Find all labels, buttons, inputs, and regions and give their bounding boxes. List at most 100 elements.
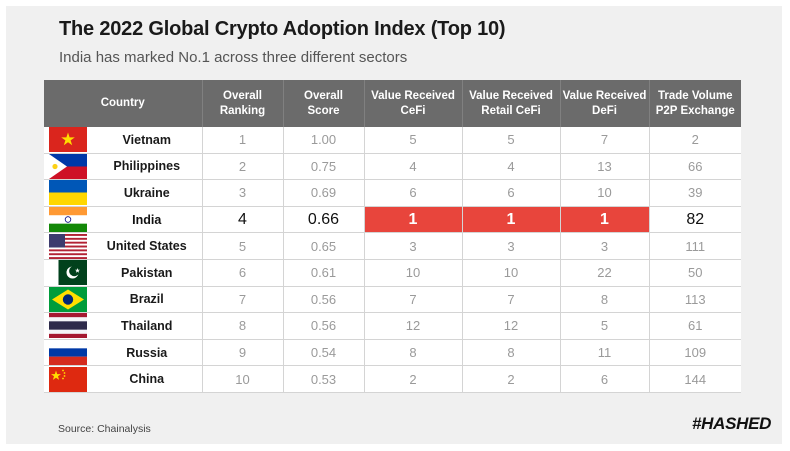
brazil-flag-icon	[49, 286, 87, 312]
flag-cell	[44, 259, 92, 287]
overall-score: 0.54	[283, 339, 365, 367]
page-subtitle: India has marked No.1 across three diffe…	[59, 49, 408, 66]
flag-cell	[44, 232, 92, 260]
flag-cell	[44, 179, 92, 207]
value-defi: 22	[560, 259, 650, 287]
country-name: United States	[92, 232, 203, 260]
trade-volume-p2p: 82	[649, 206, 741, 234]
value-retail-cefi: 1	[462, 206, 561, 234]
flag-cell	[44, 365, 92, 393]
table-row: China 10 0.53 2 2 6 144	[44, 365, 741, 393]
value-retail-cefi: 4	[462, 153, 561, 181]
country-name: Thailand	[92, 312, 203, 340]
flag-cell	[44, 312, 92, 340]
value-cefi: 8	[364, 339, 463, 367]
value-defi: 6	[560, 365, 650, 393]
overall-ranking: 4	[202, 206, 284, 234]
header-trade-volume-p2p: Trade Volume P2P Exchange	[649, 80, 741, 127]
table-row: United States 5 0.65 3 3 3 111	[44, 232, 741, 260]
value-defi: 11	[560, 339, 650, 367]
value-defi: 13	[560, 153, 650, 181]
india-flag-icon	[49, 207, 87, 233]
table-row: Thailand 8 0.56 12 12 5 61	[44, 312, 741, 340]
overall-score: 0.53	[283, 365, 365, 393]
value-cefi: 10	[364, 259, 463, 287]
value-retail-cefi: 5	[462, 127, 561, 154]
pakistan-flag-icon	[49, 260, 87, 286]
header-country: Country	[44, 80, 203, 127]
value-defi: 7	[560, 127, 650, 154]
value-retail-cefi: 6	[462, 179, 561, 207]
trade-volume-p2p: 111	[649, 232, 741, 260]
source-note: Source: Chainalysis	[58, 423, 151, 435]
table-row: Vietnam 1 1.00 5 5 7 2	[44, 127, 741, 154]
overall-ranking: 8	[202, 312, 284, 340]
table-row: Russia 9 0.54 8 8 11 109	[44, 339, 741, 367]
value-retail-cefi: 10	[462, 259, 561, 287]
country-name: Ukraine	[92, 179, 203, 207]
value-cefi: 1	[364, 206, 463, 234]
value-retail-cefi: 7	[462, 286, 561, 314]
header-value-retail-cefi: Value Received Retail CeFi	[462, 80, 561, 127]
overall-score: 1.00	[283, 127, 365, 154]
page-title: The 2022 Global Crypto Adoption Index (T…	[59, 18, 506, 40]
value-defi: 3	[560, 232, 650, 260]
value-retail-cefi: 2	[462, 365, 561, 393]
flag-cell	[44, 206, 92, 234]
overall-ranking: 5	[202, 232, 284, 260]
trade-volume-p2p: 39	[649, 179, 741, 207]
header-value-defi: Value Received DeFi	[560, 80, 650, 127]
overall-score: 0.66	[283, 206, 365, 234]
overall-score: 0.69	[283, 179, 365, 207]
overall-ranking: 7	[202, 286, 284, 314]
header-overall-score: Overall Score	[283, 80, 365, 127]
value-cefi: 12	[364, 312, 463, 340]
table-header-row: Country Overall Ranking Overall Score Valu…	[44, 80, 741, 127]
overall-ranking: 6	[202, 259, 284, 287]
flag-cell	[44, 153, 92, 181]
flag-cell	[44, 286, 92, 314]
value-defi: 8	[560, 286, 650, 314]
trade-volume-p2p: 61	[649, 312, 741, 340]
overall-score: 0.65	[283, 232, 365, 260]
overall-score: 0.75	[283, 153, 365, 181]
russia-flag-icon	[49, 340, 87, 366]
value-cefi: 2	[364, 365, 463, 393]
country-name: Russia	[92, 339, 203, 367]
value-defi: 5	[560, 312, 650, 340]
value-defi: 1	[560, 206, 650, 234]
thailand-flag-icon	[49, 313, 87, 339]
ukraine-flag-icon	[49, 180, 87, 206]
trade-volume-p2p: 113	[649, 286, 741, 314]
adoption-index-table: Country Overall Ranking Overall Score Valu…	[44, 80, 741, 393]
header-overall-ranking: Overall Ranking	[202, 80, 284, 127]
hashed-logo: #HASHED	[692, 414, 772, 433]
trade-volume-p2p: 144	[649, 365, 741, 393]
overall-ranking: 9	[202, 339, 284, 367]
value-cefi: 7	[364, 286, 463, 314]
vietnam-flag-icon	[49, 127, 87, 153]
country-name: Brazil	[92, 286, 203, 314]
value-cefi: 4	[364, 153, 463, 181]
value-cefi: 5	[364, 127, 463, 154]
trade-volume-p2p: 66	[649, 153, 741, 181]
overall-ranking: 2	[202, 153, 284, 181]
table-row: Philippines 2 0.75 4 4 13 66	[44, 153, 741, 181]
table-row: Brazil 7 0.56 7 7 8 113	[44, 286, 741, 314]
value-cefi: 3	[364, 232, 463, 260]
country-name: Pakistan	[92, 259, 203, 287]
overall-ranking: 1	[202, 127, 284, 154]
united-states-flag-icon	[49, 233, 87, 259]
value-retail-cefi: 12	[462, 312, 561, 340]
value-retail-cefi: 3	[462, 232, 561, 260]
overall-score: 0.56	[283, 312, 365, 340]
value-cefi: 6	[364, 179, 463, 207]
trade-volume-p2p: 50	[649, 259, 741, 287]
country-name: China	[92, 365, 203, 393]
value-retail-cefi: 8	[462, 339, 561, 367]
value-defi: 10	[560, 179, 650, 207]
overall-ranking: 10	[202, 365, 284, 393]
overall-score: 0.56	[283, 286, 365, 314]
china-flag-icon	[49, 366, 87, 392]
flag-cell	[44, 339, 92, 367]
